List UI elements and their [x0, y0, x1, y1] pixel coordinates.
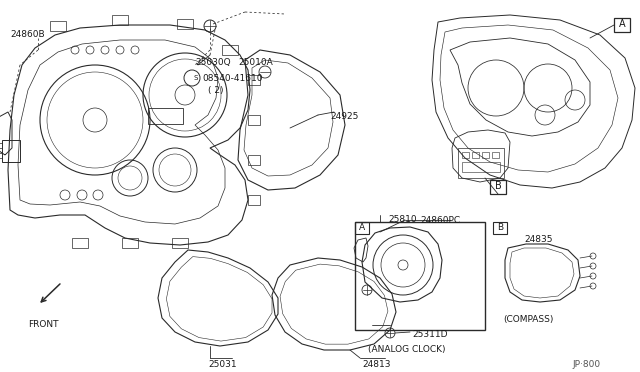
- Text: 24860B: 24860B: [10, 30, 45, 39]
- Bar: [472, 152, 479, 158]
- Bar: [355, 222, 369, 234]
- Text: A: A: [359, 223, 365, 232]
- Text: 25031: 25031: [208, 360, 237, 369]
- Text: S: S: [194, 75, 198, 81]
- Bar: [355, 222, 485, 330]
- Bar: [614, 18, 630, 32]
- Text: 25311D: 25311D: [412, 330, 447, 339]
- Bar: [462, 162, 500, 172]
- Text: JP·800: JP·800: [572, 360, 600, 369]
- Text: B: B: [495, 181, 501, 191]
- Text: (COMPASS): (COMPASS): [503, 315, 554, 324]
- Bar: [177, 19, 193, 29]
- Bar: [248, 155, 260, 165]
- Bar: [222, 45, 238, 55]
- Bar: [248, 75, 260, 85]
- Text: 24925: 24925: [330, 112, 358, 121]
- Bar: [462, 152, 469, 158]
- Bar: [493, 222, 507, 234]
- Bar: [112, 15, 128, 25]
- Bar: [492, 152, 499, 158]
- Bar: [148, 108, 183, 124]
- Bar: [50, 21, 66, 31]
- Text: 25810: 25810: [388, 215, 417, 224]
- Text: FRONT: FRONT: [28, 320, 58, 329]
- Bar: [2, 140, 20, 162]
- Text: 08540-41610: 08540-41610: [202, 74, 262, 83]
- Text: ( 2): ( 2): [208, 86, 223, 95]
- Bar: [248, 115, 260, 125]
- Text: 25010A: 25010A: [238, 58, 273, 67]
- Bar: [490, 180, 506, 194]
- Bar: [172, 238, 188, 248]
- Text: 24813: 24813: [362, 360, 390, 369]
- Text: 24860PC: 24860PC: [420, 216, 460, 225]
- Bar: [72, 238, 88, 248]
- Text: 24835: 24835: [524, 235, 552, 244]
- Bar: [122, 238, 138, 248]
- Bar: [458, 148, 504, 178]
- Text: B: B: [497, 223, 503, 232]
- Bar: [482, 152, 489, 158]
- Text: (ANALOG CLOCK): (ANALOG CLOCK): [368, 345, 445, 354]
- Bar: [248, 195, 260, 205]
- Text: 25030Q: 25030Q: [195, 58, 230, 67]
- Text: A: A: [619, 19, 625, 29]
